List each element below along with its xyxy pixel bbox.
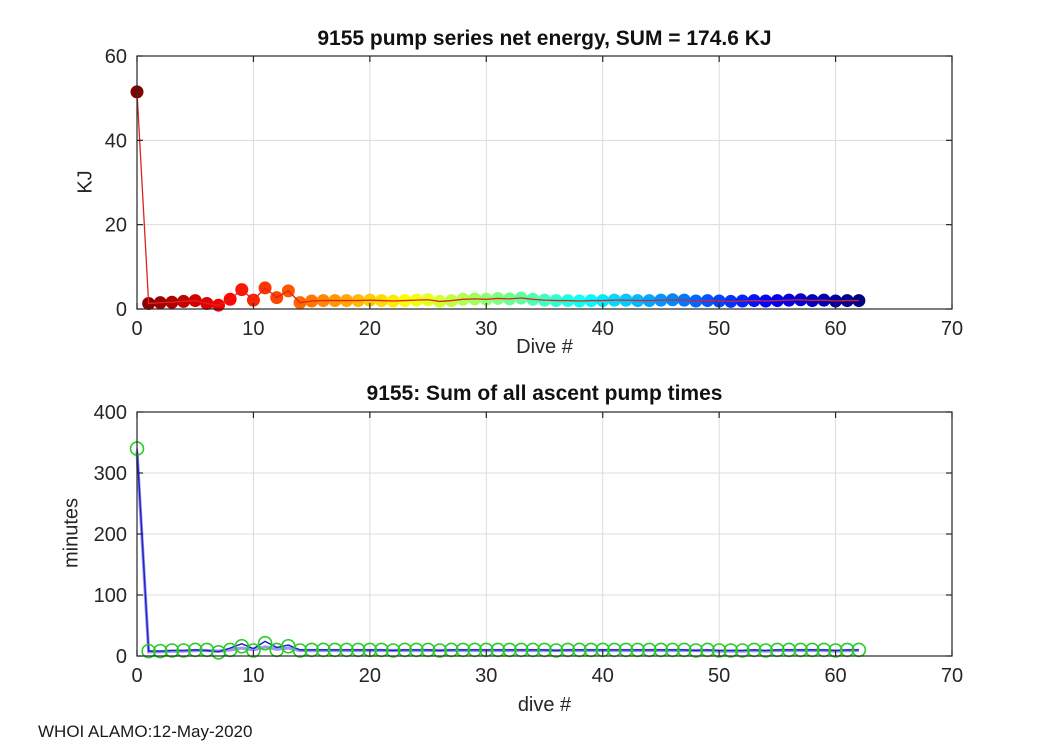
pump-time-markers (385, 643, 401, 658)
pump-time-markers (723, 643, 739, 658)
y-tick-label: 20 (105, 215, 127, 237)
y-tick-label: 400 (94, 402, 127, 424)
x-tick-label: 50 (708, 665, 730, 687)
pump-time-markers (164, 643, 180, 658)
pump-time-markers (292, 643, 308, 658)
x-tick-label: 60 (824, 665, 846, 687)
x-tick-label: 20 (359, 318, 381, 340)
pump-time-markers (176, 643, 191, 658)
pump-time-markers (211, 645, 226, 660)
pump-time-markers (735, 643, 750, 658)
x-tick-label: 60 (824, 318, 846, 340)
x-tick-label: 20 (359, 665, 381, 687)
x-tick-label: 30 (475, 318, 497, 340)
x-tick-label: 10 (242, 665, 264, 687)
x-tick-label: 10 (242, 318, 264, 340)
y-tick-label: 200 (94, 524, 127, 546)
bottom-chart-ylabel: minutes (60, 497, 83, 569)
pump-time-markers (758, 643, 774, 658)
pump-time-markers (246, 643, 261, 658)
x-tick-label: 30 (475, 665, 497, 687)
bottom-chart-xlabel: dive # (517, 694, 572, 716)
y-tick-label: 0 (116, 299, 127, 321)
pump-time-markers (711, 643, 727, 658)
bottom-chart-title: 9155: Sum of all ascent pump times (366, 382, 723, 405)
energy-line (136, 91, 859, 306)
pump-time-markers (432, 643, 448, 658)
y-tick-label: 0 (116, 646, 127, 668)
top-chart-xlabel: Dive # (516, 336, 573, 358)
figure-watermark: WHOI ALAMO:12-May-2020 (38, 722, 253, 741)
pump-time-line (136, 448, 859, 653)
x-tick-label: 0 (131, 318, 142, 340)
y-tick-label: 60 (105, 46, 127, 68)
pump-time-light-line (135, 451, 859, 654)
pump-time-markers (548, 643, 564, 658)
y-tick-label: 40 (105, 130, 127, 152)
x-tick-label: 50 (708, 318, 730, 340)
pump-time-markers (828, 643, 843, 658)
x-tick-label: 40 (592, 318, 614, 340)
x-tick-label: 0 (131, 665, 142, 687)
pump-time-markers (688, 643, 704, 658)
axes-box (136, 55, 953, 310)
x-tick-label: 70 (941, 665, 963, 687)
y-tick-label: 100 (94, 585, 127, 607)
top-chart-title: 9155 pump series net energy, SUM = 174.6… (317, 27, 772, 50)
y-tick-label: 300 (94, 463, 127, 485)
pump-time-markers (152, 643, 168, 659)
x-tick-label: 70 (941, 318, 963, 340)
x-tick-label: 40 (592, 665, 614, 687)
pump-time-markers (257, 635, 273, 651)
top-chart-ylabel: KJ (74, 170, 97, 194)
pump-time-markers (141, 643, 156, 659)
